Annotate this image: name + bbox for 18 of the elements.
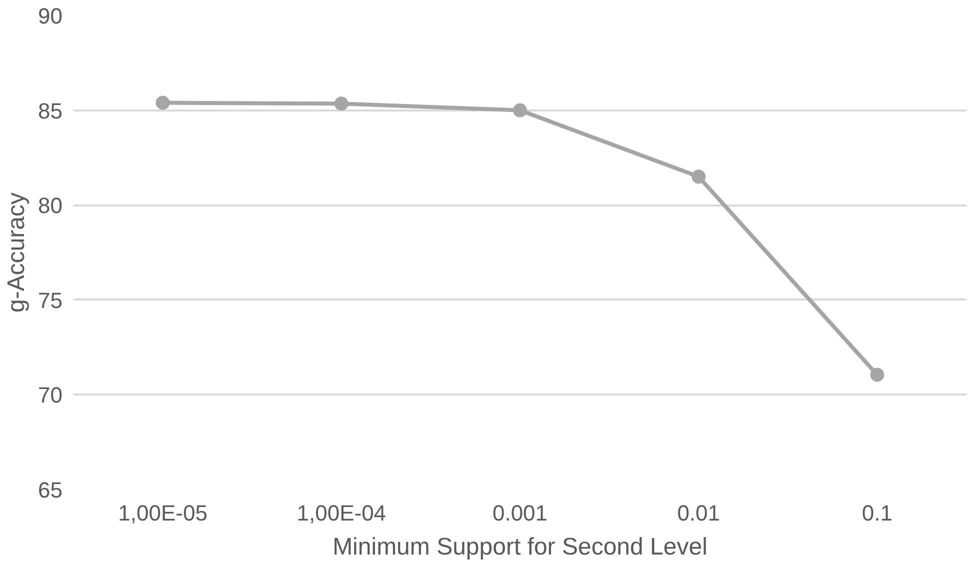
x-tick-label: 1,00E-04 <box>296 500 386 526</box>
y-tick-label: 70 <box>38 382 63 408</box>
x-tick-label: 1,00E-05 <box>118 500 208 526</box>
point <box>334 96 348 111</box>
point <box>692 170 706 184</box>
y-tick-label: 65 <box>38 478 63 502</box>
x-tick-label: 0.001 <box>492 500 548 526</box>
x-axis-title: Minimum Support for Second Level <box>332 534 708 560</box>
point <box>156 96 170 110</box>
x-tick-label: 0.1 <box>862 500 892 526</box>
point <box>513 103 527 118</box>
y-axis-title: g-Accuracy <box>3 192 30 313</box>
y-tick-label: 85 <box>38 98 63 124</box>
y-tick-label: 80 <box>38 193 63 218</box>
point <box>870 368 884 382</box>
x-tick-label: 0.01 <box>677 500 720 526</box>
y-tick-label: 75 <box>38 288 63 313</box>
y-tick-label: 90 <box>38 4 63 28</box>
